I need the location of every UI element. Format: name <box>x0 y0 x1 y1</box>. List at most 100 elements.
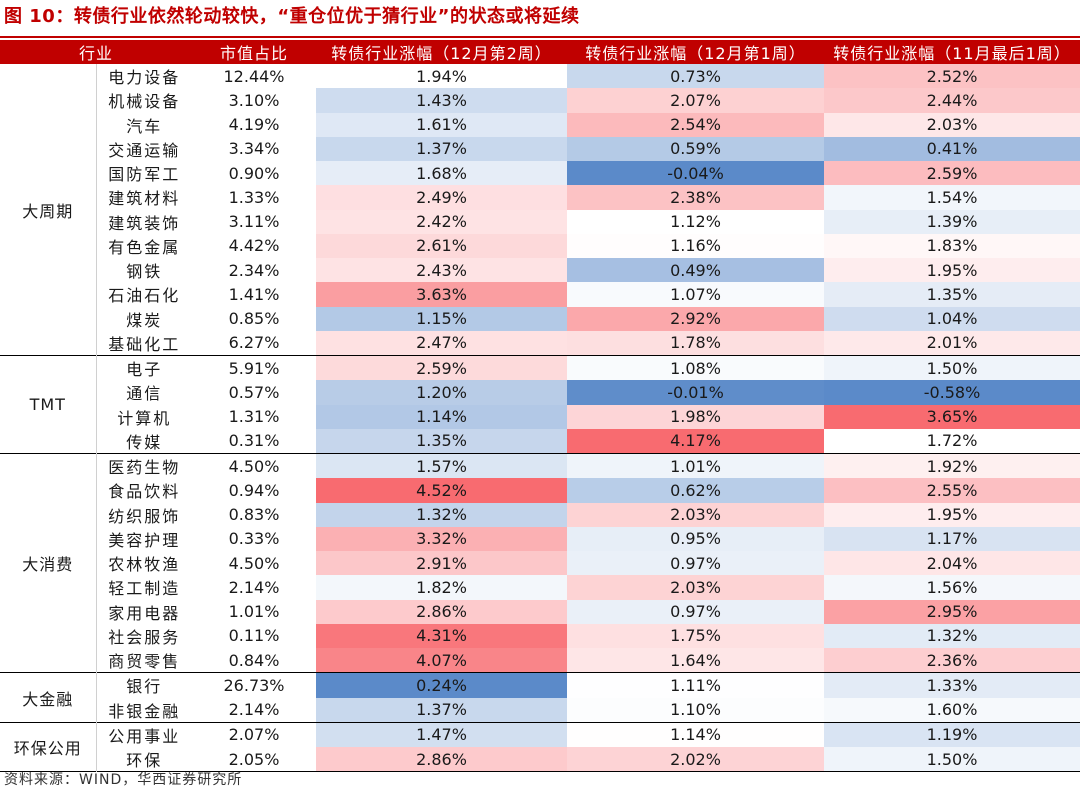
return-cell-week-1: 1.32% <box>316 502 568 527</box>
table-row: 基础化工 6.27% 2.47% 1.78% 2.01% <box>0 330 1080 356</box>
return-cell-week-1: 1.20% <box>316 380 568 405</box>
return-cell-week-2: 1.16% <box>567 233 825 258</box>
industry-cell: 家用电器 <box>108 603 181 623</box>
source-note: 资料来源：WIND，华西证券研究所 <box>4 772 243 788</box>
figure-title: 图 10：转债行业依然轮动较快，“重仓位优于猜行业”的状态或将延续 <box>4 6 580 27</box>
return-cell-week-2: 1.08% <box>567 355 825 381</box>
return-cell-week-3: 2.52% <box>824 64 1080 89</box>
return-cell-week-3: 2.04% <box>824 551 1080 576</box>
return-cell-week-3: 2.44% <box>824 88 1080 113</box>
return-cell-week-2: 1.10% <box>567 697 825 723</box>
share-cell: 2.14% <box>228 577 280 597</box>
table-row: 非银金融 2.14% 1.37% 1.10% 1.60% <box>0 697 1080 723</box>
return-cell-week-2: 1.07% <box>567 282 825 307</box>
table-row: 建筑材料 1.33% 2.49% 2.38% 1.54% <box>0 185 1080 210</box>
return-cell-week-2: 2.07% <box>567 88 825 113</box>
return-cell-week-1: 2.43% <box>316 258 568 283</box>
industry-cell: 纺织服饰 <box>108 506 181 526</box>
return-cell-week-3: 2.59% <box>824 161 1080 186</box>
return-cell-week-3: 2.36% <box>824 648 1080 673</box>
return-cell-week-3: 1.83% <box>824 233 1080 258</box>
share-cell: 1.41% <box>228 284 280 304</box>
share-cell: 0.33% <box>228 529 280 549</box>
return-cell-week-2: 1.01% <box>567 453 825 479</box>
return-cell-week-2: 1.12% <box>567 209 825 234</box>
table-row: 计算机 1.31% 1.14% 1.98% 3.65% <box>0 404 1080 429</box>
industry-cell: 机械设备 <box>108 92 181 112</box>
share-cell: 26.73% <box>192 672 317 698</box>
return-cell-week-2: 0.49% <box>567 258 825 283</box>
return-cell-week-2: 1.11% <box>567 672 825 698</box>
return-cell-week-3: 1.32% <box>824 623 1080 648</box>
share-cell: 4.50% <box>228 553 280 573</box>
return-cell-week-2: -0.04% <box>567 161 825 186</box>
return-cell-week-1: 3.63% <box>316 282 568 307</box>
share-cell: 12.44% <box>223 66 285 86</box>
return-cell-week-3: 1.04% <box>824 306 1080 331</box>
share-cell: 2.05% <box>228 749 280 769</box>
return-cell-week-2: 1.75% <box>567 623 825 648</box>
return-cell-week-1: 3.32% <box>316 526 568 551</box>
table-row: 环保 2.05% 2.86% 2.02% 1.50% <box>0 747 1080 772</box>
return-cell-week-1: 2.86% <box>316 747 568 772</box>
industry-cell: 公用事业 <box>96 721 193 747</box>
title-rule <box>0 36 1080 38</box>
return-cell-week-2: 2.03% <box>567 575 825 600</box>
share-cell: 4.50% <box>192 453 317 479</box>
table-row: 汽车 4.19% 1.61% 2.54% 2.03% <box>0 112 1080 137</box>
share-cell: 1.33% <box>228 187 280 207</box>
industry-cell: 环保 <box>126 751 163 771</box>
return-cell-week-3: 1.50% <box>824 355 1080 381</box>
return-cell-week-1: 1.43% <box>316 88 568 113</box>
return-cell-week-1: 1.47% <box>316 721 568 747</box>
group-label: 大消费 <box>0 452 97 673</box>
return-cell-week-3: 3.65% <box>824 404 1080 429</box>
industry-cell: 汽车 <box>126 116 163 136</box>
return-cell-week-3: 2.95% <box>824 599 1080 624</box>
table-row: 商贸零售 0.84% 4.07% 1.64% 2.36% <box>0 648 1080 673</box>
return-cell-week-2: 0.95% <box>567 526 825 551</box>
return-cell-week-2: 2.54% <box>567 112 825 137</box>
table-row: 交通运输 3.34% 1.37% 0.59% 0.41% <box>0 136 1080 161</box>
share-cell: 0.83% <box>228 505 280 525</box>
share-cell: 1.01% <box>228 602 280 622</box>
return-cell-week-1: 1.15% <box>316 306 568 331</box>
return-cell-week-2: 0.97% <box>567 599 825 624</box>
return-cell-week-3: 1.39% <box>824 209 1080 234</box>
share-cell: 1.31% <box>228 407 280 427</box>
industry-cell: 有色金属 <box>108 237 181 257</box>
industry-cell: 基础化工 <box>108 334 181 354</box>
return-cell-week-1: 1.57% <box>316 453 568 479</box>
return-cell-week-3: 1.60% <box>824 697 1080 723</box>
return-cell-week-1: 2.59% <box>316 355 568 381</box>
return-cell-week-2: 1.14% <box>567 721 825 747</box>
share-cell: 0.90% <box>228 163 280 183</box>
return-cell-week-2: 0.73% <box>567 64 825 89</box>
header-week-3: 转债行业涨幅（11月最后1周） <box>824 40 1080 64</box>
industry-cell: 轻工制造 <box>108 579 181 599</box>
return-cell-week-1: 2.91% <box>316 551 568 576</box>
table-row: 大周期 电力设备 12.44% 1.94% 0.73% 2.52% <box>0 64 1080 356</box>
return-cell-week-3: 1.17% <box>824 526 1080 551</box>
share-cell: 4.42% <box>228 236 280 256</box>
share-cell: 0.11% <box>228 626 280 646</box>
table-row: 国防军工 0.90% 1.68% -0.04% 2.59% <box>0 161 1080 186</box>
table-row: 建筑装饰 3.11% 2.42% 1.12% 1.39% <box>0 209 1080 234</box>
share-cell: 3.34% <box>228 139 280 159</box>
return-cell-week-3: 1.19% <box>824 721 1080 747</box>
return-cell-week-1: 1.35% <box>316 428 568 454</box>
return-cell-week-2: 2.02% <box>567 747 825 772</box>
industry-cell: 计算机 <box>117 408 172 428</box>
group-label: TMT <box>0 355 97 454</box>
table-row: 钢铁 2.34% 2.43% 0.49% 1.95% <box>0 258 1080 283</box>
return-cell-week-1: 1.14% <box>316 404 568 429</box>
table-row: 石油石化 1.41% 3.63% 1.07% 1.35% <box>0 282 1080 307</box>
table-row: 大消费 医药生物 4.50% 1.57% 1.01% 1.92% <box>0 452 1080 673</box>
industry-cell: 石油石化 <box>108 286 181 306</box>
industry-cell: 建筑材料 <box>108 189 181 209</box>
return-cell-week-3: 2.01% <box>824 330 1080 356</box>
table-row: 大金融 银行 26.73% 0.24% 1.11% 1.33% <box>0 672 1080 723</box>
return-cell-week-1: 4.31% <box>316 623 568 648</box>
header-row: 行业 市值占比 转债行业涨幅（12月第2周） 转债行业涨幅（12月第1周） 转债… <box>0 40 1080 64</box>
industry-cell: 非银金融 <box>108 701 181 721</box>
